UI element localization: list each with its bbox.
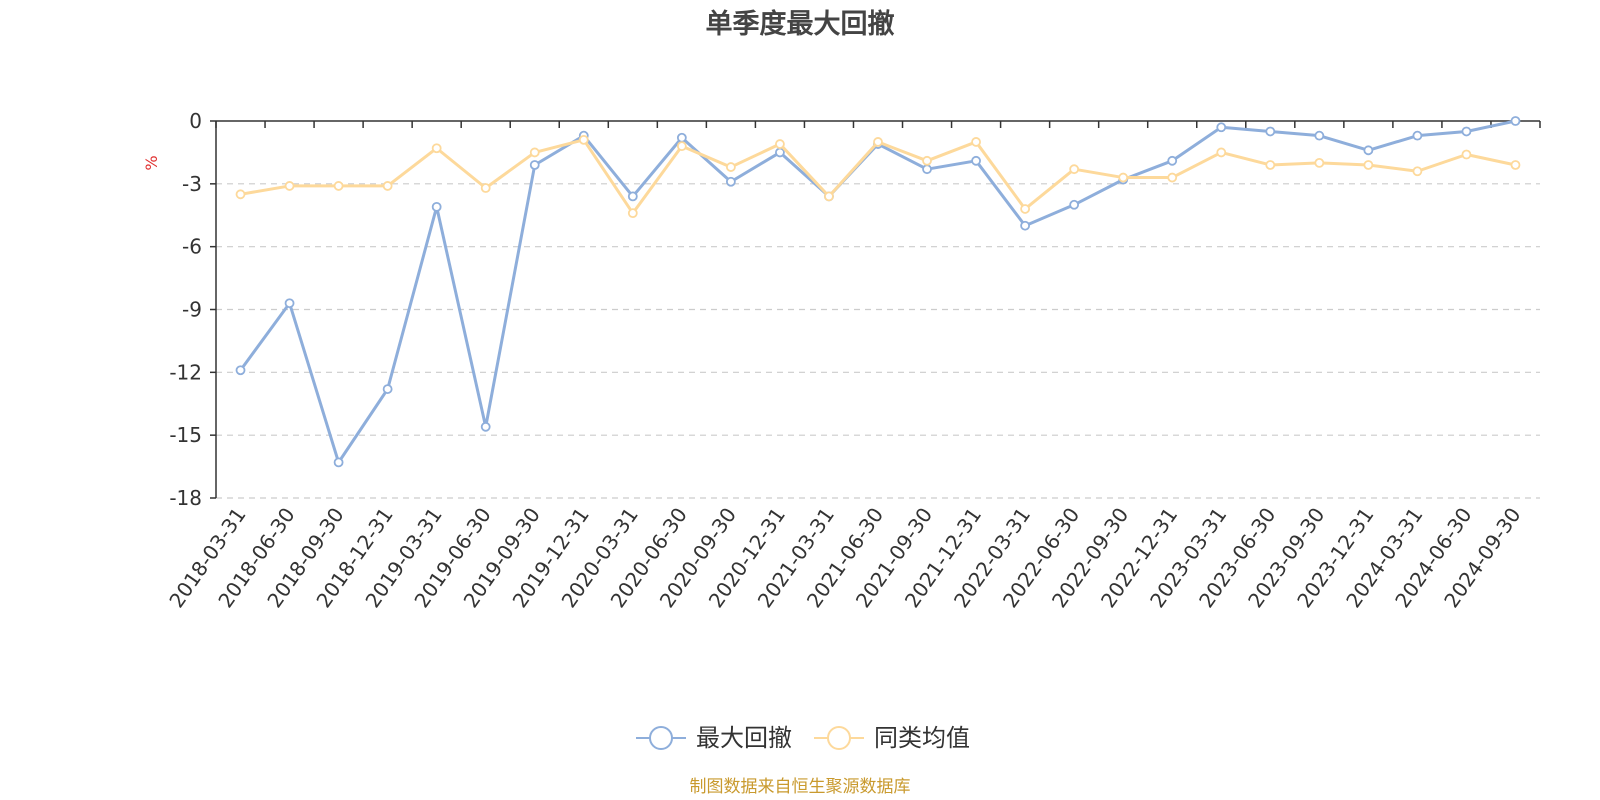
data-point[interactable] bbox=[775, 139, 785, 149]
data-point[interactable] bbox=[1069, 164, 1080, 175]
series-line-1 bbox=[240, 138, 1516, 215]
y-axis-tick-label: 0 bbox=[189, 109, 202, 133]
data-point[interactable] bbox=[1216, 147, 1227, 158]
data-point[interactable] bbox=[333, 181, 344, 191]
data-point[interactable] bbox=[725, 176, 736, 187]
data-point[interactable] bbox=[1461, 149, 1472, 160]
data-point[interactable] bbox=[1265, 126, 1276, 137]
data-point[interactable] bbox=[382, 384, 393, 394]
data-point[interactable] bbox=[676, 132, 687, 143]
data-point[interactable] bbox=[382, 181, 393, 191]
source-footnote: 制图数据来自恒生聚源数据库 bbox=[690, 777, 911, 797]
legend-marker[interactable] bbox=[649, 726, 673, 750]
data-point[interactable] bbox=[1167, 155, 1178, 166]
data-point[interactable] bbox=[1510, 160, 1521, 170]
data-point[interactable] bbox=[431, 143, 442, 154]
data-point[interactable] bbox=[627, 208, 638, 219]
data-point[interactable] bbox=[824, 191, 834, 202]
data-point[interactable] bbox=[235, 365, 246, 376]
data-point[interactable] bbox=[676, 141, 687, 152]
data-point[interactable] bbox=[971, 155, 981, 166]
grid-lines bbox=[216, 183, 1540, 499]
data-point[interactable] bbox=[627, 191, 638, 202]
y-axis-unit-label: % bbox=[142, 155, 161, 170]
data-point[interactable] bbox=[922, 155, 932, 166]
data-point[interactable] bbox=[1363, 160, 1374, 170]
y-axis-tick-label: -6 bbox=[182, 235, 202, 259]
data-point[interactable] bbox=[971, 137, 981, 147]
data-point[interactable] bbox=[284, 298, 295, 309]
data-point[interactable] bbox=[1363, 145, 1374, 156]
legend-marker[interactable] bbox=[827, 726, 851, 750]
y-axis-tick-labels: 0 -3 -6 -9 -12 -15 -18 bbox=[169, 109, 202, 510]
data-point[interactable] bbox=[1020, 220, 1031, 231]
legend-label[interactable]: 最大回撤 bbox=[696, 724, 792, 752]
y-axis-tick-label: -9 bbox=[182, 298, 202, 322]
y-axis-tick-label: -15 bbox=[169, 423, 202, 447]
data-point[interactable] bbox=[1069, 199, 1080, 210]
data-point[interactable] bbox=[1020, 204, 1031, 214]
chart-title: 单季度最大回撤 bbox=[706, 8, 895, 40]
data-point[interactable] bbox=[431, 201, 442, 212]
data-point[interactable] bbox=[284, 181, 295, 191]
data-point[interactable] bbox=[1461, 126, 1472, 137]
data-point[interactable] bbox=[1314, 157, 1325, 168]
data-point[interactable] bbox=[1510, 116, 1521, 126]
data-point[interactable] bbox=[529, 160, 540, 170]
data-point[interactable] bbox=[1216, 122, 1227, 133]
axes bbox=[210, 120, 1541, 499]
data-point[interactable] bbox=[480, 183, 491, 193]
data-point[interactable] bbox=[873, 137, 883, 147]
data-point[interactable] bbox=[1265, 160, 1276, 170]
series-lines bbox=[235, 116, 1521, 468]
legend: 最大回撤 同类均值 bbox=[636, 724, 970, 752]
data-point[interactable] bbox=[922, 164, 932, 175]
data-point[interactable] bbox=[480, 421, 491, 432]
y-axis-tick-label: -18 bbox=[169, 486, 202, 510]
series-line-0 bbox=[239, 119, 1516, 464]
data-point[interactable] bbox=[578, 134, 589, 145]
data-point[interactable] bbox=[1118, 172, 1129, 183]
data-point[interactable] bbox=[1412, 130, 1423, 141]
data-point[interactable] bbox=[529, 147, 540, 158]
data-point[interactable] bbox=[333, 457, 344, 468]
data-point[interactable] bbox=[1314, 130, 1325, 141]
x-axis-tick-labels: 2018-03-312018-06-302018-09-302018-12-31… bbox=[164, 503, 1525, 612]
data-point[interactable] bbox=[1167, 172, 1178, 183]
y-axis-tick-label: -12 bbox=[169, 360, 202, 384]
data-point[interactable] bbox=[235, 189, 246, 200]
data-point[interactable] bbox=[1412, 166, 1423, 177]
y-axis-tick-label: -3 bbox=[182, 172, 202, 196]
legend-label[interactable]: 同类均值 bbox=[874, 724, 970, 752]
data-point[interactable] bbox=[775, 147, 785, 158]
data-point[interactable] bbox=[725, 162, 736, 172]
